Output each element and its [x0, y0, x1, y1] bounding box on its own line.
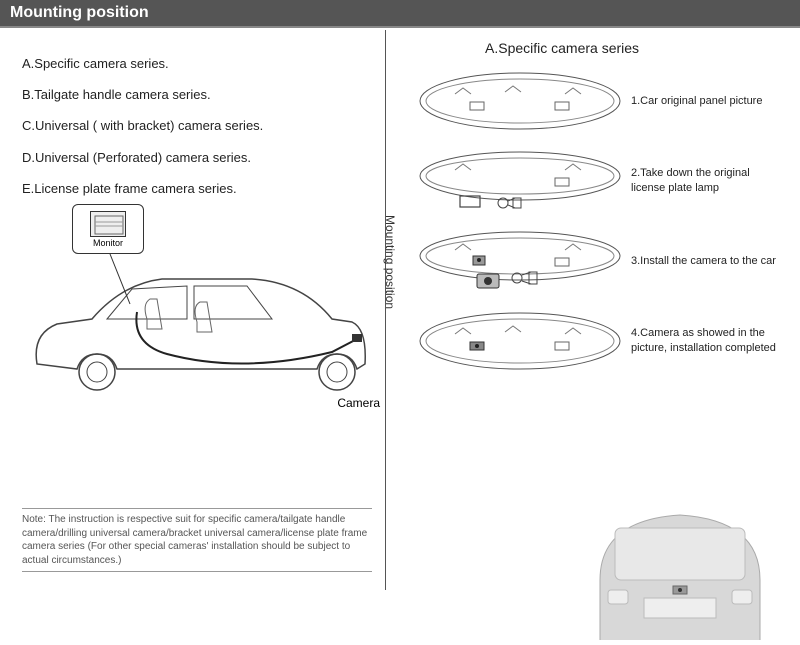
- step-1-text: 1.Car original panel picture: [631, 94, 762, 109]
- step-3-text: 3.Install the camera to the car: [631, 254, 776, 269]
- step-3: 3.Install the camera to the car: [415, 230, 790, 292]
- series-item-c: C.Universal ( with bracket) camera serie…: [22, 110, 375, 141]
- left-column: A.Specific camera series. B.Tailgate han…: [0, 30, 385, 590]
- camera-label: Camera: [337, 396, 380, 410]
- header-title: Mounting position: [10, 4, 149, 21]
- step-4: 4.Camera as showed in the picture, insta…: [415, 310, 790, 372]
- monitor-label: Monitor: [93, 238, 123, 248]
- step-4-text: 4.Camera as showed in the picture, insta…: [631, 326, 781, 356]
- series-item-e: E.License plate frame camera series.: [22, 173, 375, 204]
- panel-icon-2: [415, 150, 625, 212]
- panel-icon-1: [415, 70, 625, 132]
- series-item-a: A.Specific camera series.: [22, 48, 375, 79]
- note-text: Note: The instruction is respective suit…: [22, 508, 372, 572]
- right-column: A.Specific camera series 1.Car original …: [385, 30, 800, 590]
- car-diagram: Monitor: [22, 234, 372, 434]
- right-title: A.Specific camera series: [485, 40, 790, 56]
- step-2-text: 2.Take down the original license plate l…: [631, 166, 781, 196]
- panel-icon-4: [415, 310, 625, 372]
- monitor-screen-icon: [90, 211, 126, 237]
- monitor-callout: Monitor: [72, 204, 144, 254]
- series-item-b: B.Tailgate handle camera series.: [22, 79, 375, 110]
- series-list: A.Specific camera series. B.Tailgate han…: [22, 48, 375, 204]
- series-item-d: D.Universal (Perforated) camera series.: [22, 142, 375, 173]
- car-outline-icon: [22, 234, 372, 414]
- header-underline: [0, 26, 800, 28]
- main-content: Mounting position A.Specific camera seri…: [0, 30, 800, 590]
- step-2: 2.Take down the original license plate l…: [415, 150, 790, 212]
- rear-car-icon: [580, 490, 780, 640]
- header-bar: Mounting position: [0, 0, 800, 26]
- panel-icon-3: [415, 230, 625, 292]
- step-1: 1.Car original panel picture: [415, 70, 790, 132]
